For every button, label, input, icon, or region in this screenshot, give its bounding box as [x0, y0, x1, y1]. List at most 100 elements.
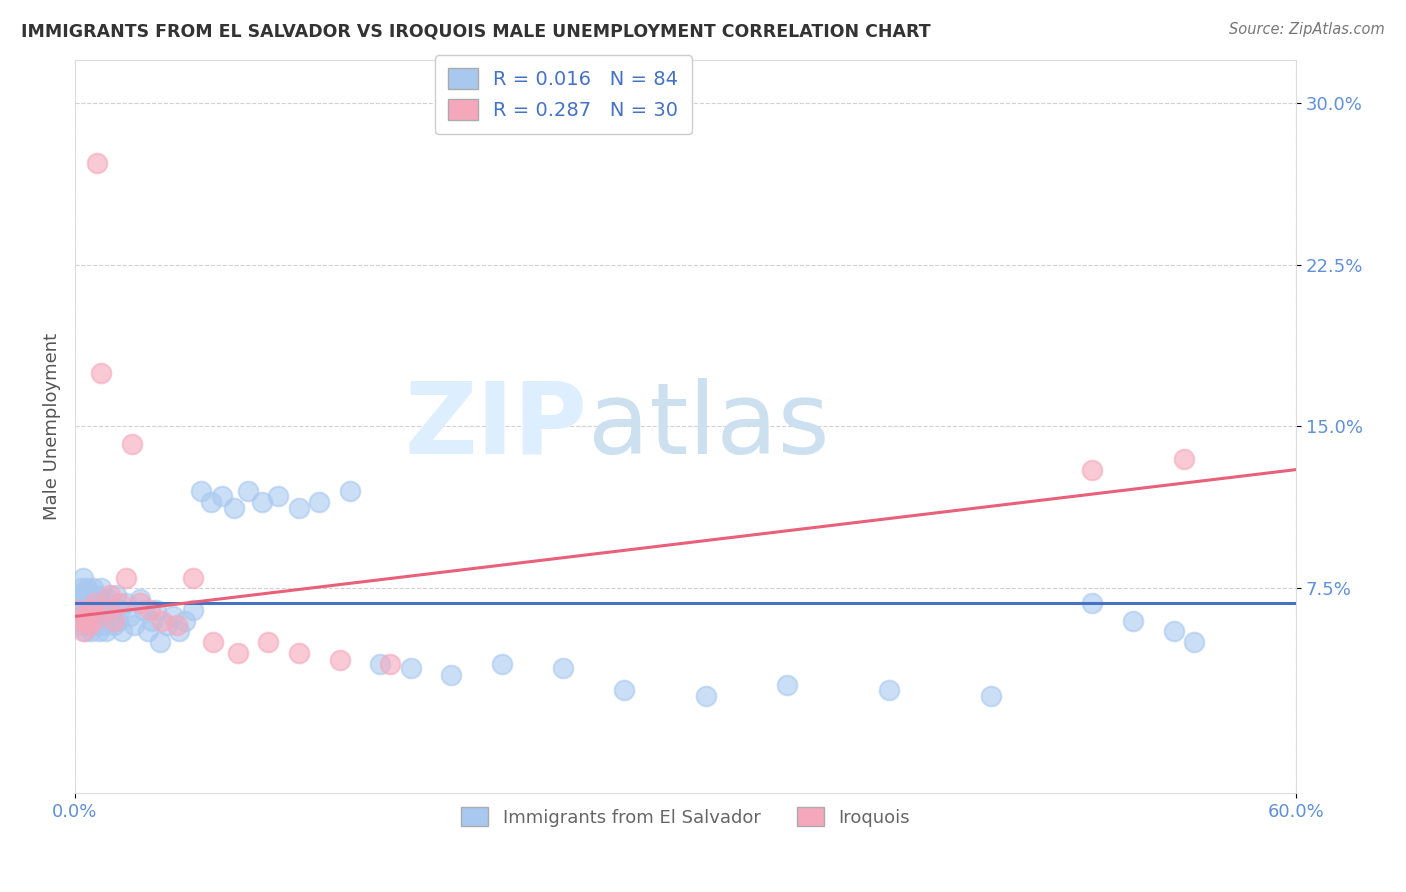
- Point: [149, 635, 172, 649]
- Point: [134, 603, 156, 617]
- Point: [877, 682, 900, 697]
- Point: [70, 582, 93, 596]
- Point: [181, 603, 204, 617]
- Point: [82, 614, 104, 628]
- Point: [257, 635, 280, 649]
- Point: [70, 618, 93, 632]
- Point: [236, 484, 259, 499]
- Point: [94, 624, 117, 639]
- Point: [84, 603, 107, 617]
- Point: [100, 614, 122, 628]
- Point: [202, 635, 225, 649]
- Point: [222, 501, 245, 516]
- Point: [1182, 635, 1205, 649]
- Point: [190, 484, 212, 499]
- Point: [152, 614, 174, 628]
- Point: [98, 588, 121, 602]
- Point: [93, 618, 115, 632]
- Point: [695, 690, 717, 704]
- Point: [107, 614, 129, 628]
- Point: [89, 624, 111, 639]
- Point: [75, 585, 97, 599]
- Point: [162, 609, 184, 624]
- Point: [166, 618, 188, 632]
- Point: [70, 603, 93, 617]
- Point: [75, 596, 97, 610]
- Point: [211, 489, 233, 503]
- Point: [115, 570, 138, 584]
- Point: [80, 624, 103, 639]
- Point: [82, 614, 104, 628]
- Point: [72, 570, 94, 584]
- Point: [82, 582, 104, 596]
- Point: [90, 582, 112, 596]
- Point: [77, 609, 100, 624]
- Point: [141, 614, 163, 628]
- Point: [288, 501, 311, 516]
- Point: [108, 603, 131, 617]
- Point: [94, 596, 117, 610]
- Legend: Immigrants from El Salvador, Iroquois: Immigrants from El Salvador, Iroquois: [453, 797, 918, 836]
- Point: [103, 618, 125, 632]
- Point: [288, 646, 311, 660]
- Point: [66, 596, 89, 610]
- Point: [84, 618, 107, 632]
- Point: [86, 609, 108, 624]
- Point: [90, 366, 112, 380]
- Point: [145, 603, 167, 617]
- Point: [86, 156, 108, 170]
- Point: [72, 609, 94, 624]
- Point: [155, 618, 177, 632]
- Point: [491, 657, 513, 671]
- Point: [82, 596, 104, 610]
- Point: [167, 624, 190, 639]
- Point: [90, 603, 112, 617]
- Y-axis label: Male Unemployment: Male Unemployment: [44, 333, 60, 520]
- Point: [200, 495, 222, 509]
- Point: [94, 603, 117, 617]
- Point: [553, 661, 575, 675]
- Point: [1081, 462, 1104, 476]
- Point: [72, 624, 94, 639]
- Point: [75, 609, 97, 624]
- Point: [72, 592, 94, 607]
- Point: [440, 667, 463, 681]
- Point: [76, 614, 98, 628]
- Point: [67, 603, 90, 617]
- Point: [111, 624, 134, 639]
- Point: [1122, 614, 1144, 628]
- Point: [328, 652, 350, 666]
- Point: [76, 614, 98, 628]
- Point: [136, 624, 159, 639]
- Point: [80, 603, 103, 617]
- Point: [77, 618, 100, 632]
- Point: [97, 592, 120, 607]
- Point: [67, 614, 90, 628]
- Point: [121, 436, 143, 450]
- Point: [1163, 624, 1185, 639]
- Point: [1173, 451, 1195, 466]
- Point: [980, 690, 1002, 704]
- Point: [89, 614, 111, 628]
- Point: [80, 588, 103, 602]
- Point: [98, 603, 121, 617]
- Point: [80, 603, 103, 617]
- Point: [84, 588, 107, 602]
- Point: [122, 618, 145, 632]
- Point: [776, 678, 799, 692]
- Point: [104, 588, 127, 602]
- Point: [70, 614, 93, 628]
- Text: ZIP: ZIP: [405, 378, 588, 475]
- Point: [308, 495, 330, 509]
- Point: [129, 592, 152, 607]
- Text: Source: ZipAtlas.com: Source: ZipAtlas.com: [1229, 22, 1385, 37]
- Point: [129, 596, 152, 610]
- Point: [67, 588, 90, 602]
- Point: [108, 596, 131, 610]
- Point: [77, 618, 100, 632]
- Point: [267, 489, 290, 503]
- Point: [75, 624, 97, 639]
- Point: [368, 657, 391, 671]
- Text: atlas: atlas: [588, 378, 830, 475]
- Point: [89, 592, 111, 607]
